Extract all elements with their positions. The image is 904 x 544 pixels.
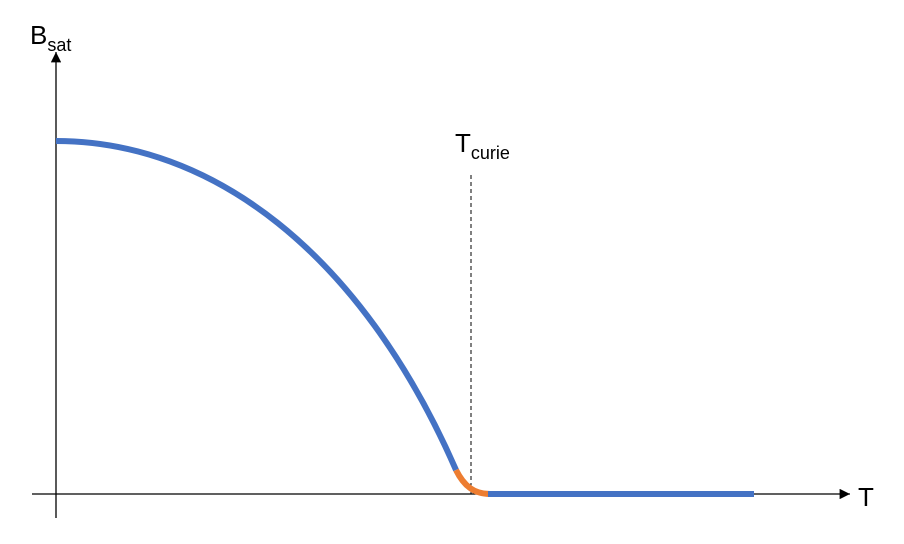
ferromagnetic-curve	[55, 138, 459, 472]
curie-sub: curie	[471, 143, 510, 163]
curie-main: T	[455, 128, 471, 158]
y-label-main: B	[30, 20, 47, 50]
y-label-sub: sat	[47, 35, 71, 55]
x-axis-label: T	[858, 482, 874, 512]
curie-label: Tcurie	[455, 128, 510, 163]
transition-curve	[453, 468, 491, 497]
y-axis-label: Bsat	[30, 20, 71, 55]
